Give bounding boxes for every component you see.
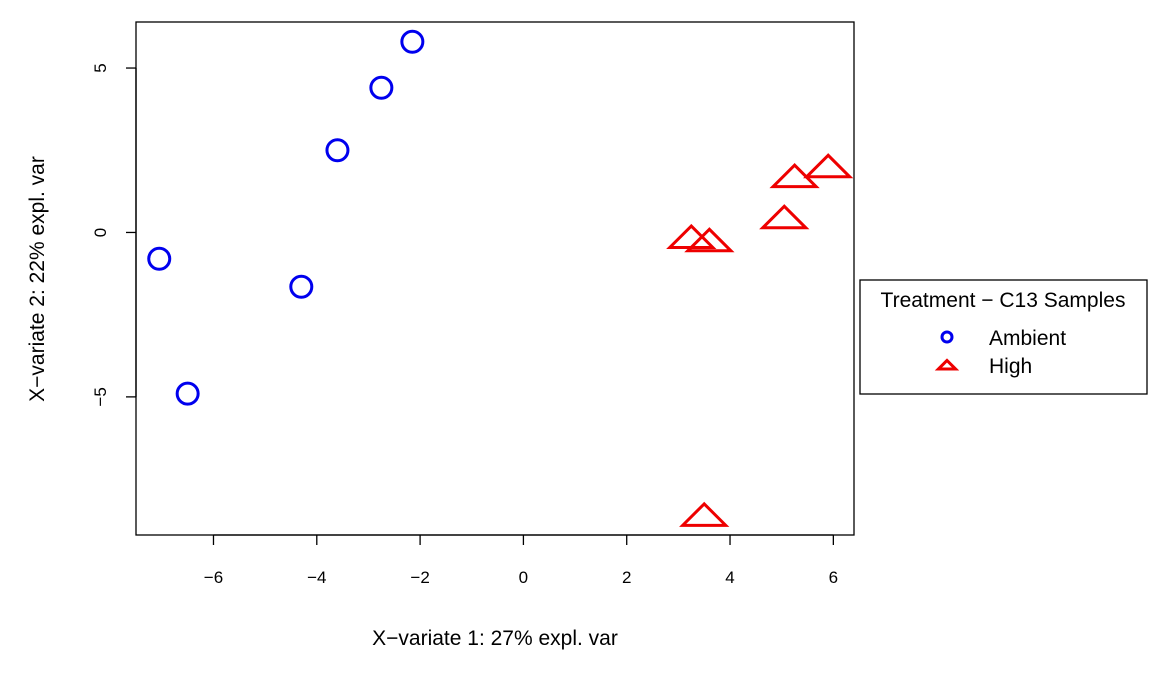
legend: Treatment − C13 Samples Ambient High: [859, 279, 1148, 395]
legend-box: [859, 279, 1148, 395]
x-tick-label: 4: [725, 568, 734, 587]
ambient-point: [369, 75, 394, 100]
legend-marker-high: [934, 358, 960, 371]
legend-title: Treatment − C13 Samples: [881, 289, 1126, 312]
x-tick-label: −2: [410, 568, 429, 587]
ambient-point: [175, 381, 200, 406]
plot-frame: [135, 21, 855, 536]
high-point: [684, 227, 735, 253]
x-tick-label: 2: [622, 568, 631, 587]
ambient-point: [325, 138, 350, 163]
legend-label-high: High: [989, 355, 1032, 378]
x-axis-title: X−variate 1: 27% expl. var: [372, 627, 618, 650]
x-tick-label: −6: [204, 568, 223, 587]
x-tick-label: 0: [519, 568, 528, 587]
legend-entries: Ambient High: [934, 327, 1066, 378]
high-point: [803, 153, 854, 179]
legend-label-ambient: Ambient: [989, 327, 1066, 350]
x-tick-label: −4: [307, 568, 326, 587]
x-axis: −6 −4 −2 0 2 4 6: [204, 534, 838, 587]
high-point: [759, 204, 810, 230]
ambient-point: [400, 29, 425, 54]
high-point: [666, 223, 717, 250]
y-tick-label: 0: [91, 228, 110, 237]
y-tick-label: 5: [91, 63, 110, 72]
legend-marker-ambient: [940, 330, 954, 344]
data-points: [147, 29, 854, 527]
ambient-point: [147, 246, 172, 271]
high-point: [679, 501, 730, 527]
y-axis-title: X−variate 2: 22% expl. var: [26, 156, 49, 402]
ambient-point: [289, 274, 314, 299]
high-point: [769, 163, 820, 189]
y-tick-label: −5: [91, 387, 110, 406]
y-axis: −5 0 5: [91, 63, 137, 407]
x-tick-label: 6: [829, 568, 838, 587]
